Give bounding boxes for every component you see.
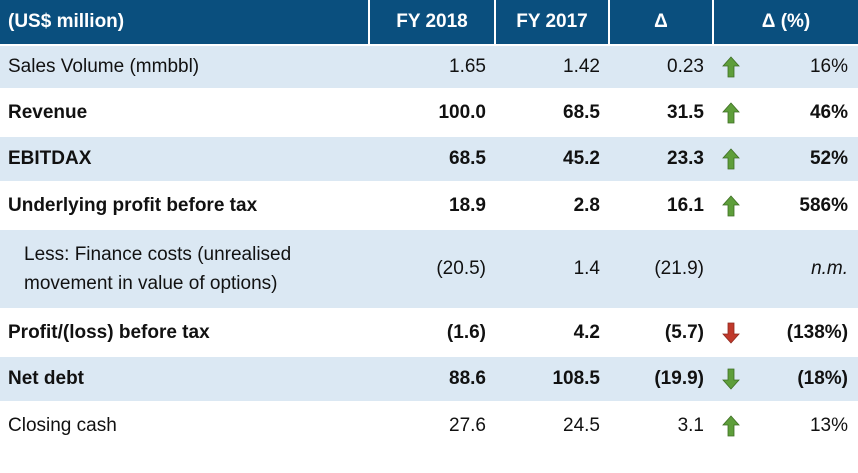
value-fy2017: 4.2 [496,308,610,355]
table-row: Closing cash 27.6 24.5 3.1 13% [0,401,858,449]
row-label-line-1: Less: Finance costs (unrealised [24,244,292,265]
value-delta-pct: 46% [748,88,858,135]
value-fy2017: 108.5 [496,355,610,401]
value-delta: (19.9) [610,355,714,401]
table-row: Less: Finance costs (unrealised movement … [0,228,858,308]
arrow-up-icon [714,101,748,124]
trend-cell [714,88,748,135]
value-fy2017: 45.2 [496,135,610,181]
table-row: EBITDAX 68.5 45.2 23.3 52% [0,135,858,181]
row-label: Sales Volume (mmbbl) [0,44,370,88]
value-fy2017: 68.5 [496,88,610,135]
row-label-line-2: movement in value of options) [24,273,278,294]
table-row: Underlying profit before tax 18.9 2.8 16… [0,181,858,228]
table-row: Revenue 100.0 68.5 31.5 46% [0,88,858,135]
value-delta-pct: 13% [748,401,858,449]
value-delta: (21.9) [610,228,714,308]
value-fy2018: 18.9 [370,181,496,228]
table-row: Net debt 88.6 108.5 (19.9) (18%) [0,355,858,401]
trend-cell [714,135,748,181]
header-delta-pct: Δ (%) [714,0,858,44]
value-delta: 31.5 [610,88,714,135]
arrow-up-icon [714,148,748,170]
value-fy2017: 1.42 [496,44,610,88]
value-delta-pct: n.m. [748,228,858,308]
value-fy2018: 27.6 [370,401,496,449]
table-header-row: (US$ million) FY 2018 FY 2017 Δ Δ (%) [0,0,858,44]
table-row: Profit/(loss) before tax (1.6) 4.2 (5.7)… [0,308,858,355]
trend-cell [714,44,748,88]
row-label: Revenue [0,88,370,135]
value-delta-pct: 52% [748,135,858,181]
value-fy2018: 1.65 [370,44,496,88]
header-delta: Δ [610,0,714,44]
value-delta-pct: (18%) [748,355,858,401]
value-delta: 23.3 [610,135,714,181]
value-fy2018: 88.6 [370,355,496,401]
financial-summary-table: (US$ million) FY 2018 FY 2017 Δ Δ (%) Sa… [0,0,858,449]
trend-cell [714,401,748,449]
value-fy2017: 2.8 [496,181,610,228]
value-delta: (5.7) [610,308,714,355]
trend-cell [714,181,748,228]
value-delta: 0.23 [610,44,714,88]
row-label: Closing cash [0,401,370,449]
row-label: Net debt [0,355,370,401]
row-label: Underlying profit before tax [0,181,370,228]
value-delta-pct: (138%) [748,308,858,355]
value-fy2018: 100.0 [370,88,496,135]
trend-cell [714,228,748,308]
arrow-up-icon [714,415,748,437]
header-fy2018: FY 2018 [370,0,496,44]
value-fy2018: (1.6) [370,308,496,355]
value-delta: 3.1 [610,401,714,449]
value-fy2018: 68.5 [370,135,496,181]
header-fy2017: FY 2017 [496,0,610,44]
row-label: Profit/(loss) before tax [0,308,370,355]
value-fy2017: 1.4 [496,228,610,308]
arrow-up-icon [714,56,748,78]
arrow-up-icon [714,194,748,217]
arrow-down-icon [714,368,748,390]
row-label: EBITDAX [0,135,370,181]
arrow-down-icon [714,322,748,344]
row-label: Less: Finance costs (unrealised movement … [0,228,370,308]
trend-cell [714,308,748,355]
value-delta: 16.1 [610,181,714,228]
header-label: (US$ million) [0,0,370,44]
trend-cell [714,355,748,401]
value-fy2017: 24.5 [496,401,610,449]
value-fy2018: (20.5) [370,228,496,308]
table-row: Sales Volume (mmbbl) 1.65 1.42 0.23 16% [0,44,858,88]
value-delta-pct: 586% [748,181,858,228]
value-delta-pct: 16% [748,44,858,88]
